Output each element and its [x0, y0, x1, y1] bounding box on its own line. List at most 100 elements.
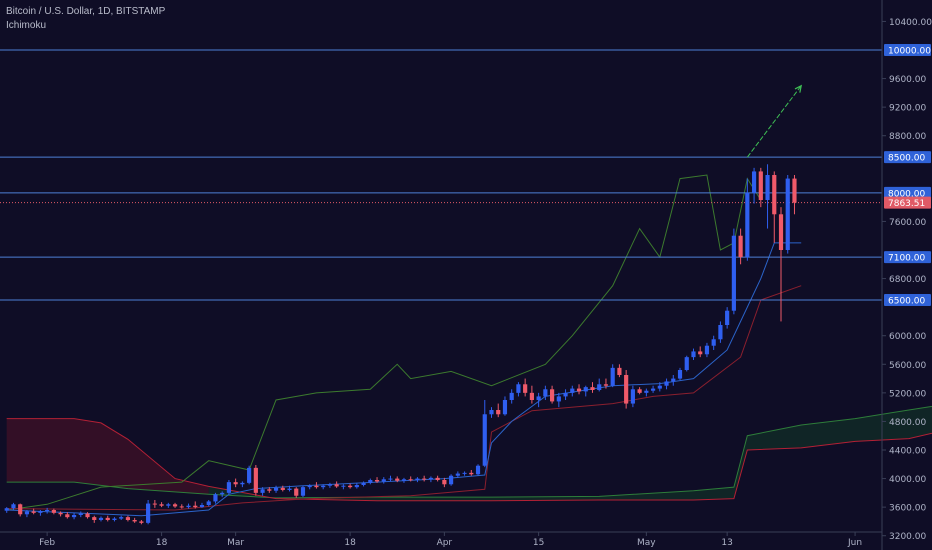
last-price-tag: [884, 196, 931, 209]
candle-body: [442, 480, 447, 485]
candle: [159, 502, 164, 508]
candle: [496, 403, 501, 418]
candle-body: [166, 504, 171, 506]
candle-body: [677, 370, 683, 379]
candle-body: [583, 387, 588, 392]
candle: [792, 175, 797, 215]
y-tick-label: 5600.00: [889, 361, 926, 371]
candle: [603, 378, 609, 389]
x-tick-label: 15: [533, 538, 544, 548]
candle-body: [58, 512, 63, 515]
candle: [657, 382, 662, 392]
candle-body: [388, 478, 393, 480]
candle-body: [529, 392, 534, 400]
candle: [193, 501, 198, 509]
candle: [314, 482, 319, 489]
candle-body: [341, 485, 346, 487]
candle: [536, 392, 541, 408]
candle-body: [65, 514, 70, 518]
candle: [58, 511, 63, 517]
candle: [247, 465, 252, 485]
chart-legend: Bitcoin / U.S. Dollar, 1D, BITSTAMP Ichi…: [6, 5, 165, 33]
candle-body: [590, 387, 595, 390]
x-tick-label: 13: [721, 538, 732, 548]
candle-body: [220, 492, 225, 495]
candle: [509, 389, 514, 404]
trend-arrow[interactable]: [746, 84, 803, 158]
candle-body: [4, 508, 9, 511]
candle: [590, 382, 595, 393]
level-price-label: 7100.00: [888, 254, 925, 264]
y-tick-label: 3200.00: [889, 532, 926, 542]
candle-body: [247, 467, 252, 483]
arrow-line: [746, 85, 802, 158]
candle-body: [745, 192, 750, 258]
arrow-head-icon: [794, 84, 803, 93]
candle: [442, 477, 447, 488]
candle: [617, 364, 622, 378]
candle: [684, 355, 689, 372]
candle: [610, 364, 615, 388]
candle: [711, 335, 716, 350]
candle: [105, 515, 110, 522]
candle: [179, 504, 184, 509]
candle: [725, 307, 730, 329]
candle-body: [368, 480, 373, 483]
candle: [300, 485, 306, 498]
candle: [550, 385, 555, 404]
candle-body: [758, 171, 763, 200]
candle-body: [550, 389, 555, 402]
candle: [698, 346, 703, 358]
candle-body: [51, 510, 56, 513]
candle-body: [691, 351, 696, 358]
x-tick-label: May: [637, 538, 656, 548]
x-tick-label: Feb: [39, 538, 55, 548]
candle-body: [92, 517, 97, 520]
candle-body: [455, 473, 460, 476]
candle-body: [563, 392, 568, 397]
candle: [294, 487, 299, 498]
candle-body: [778, 214, 784, 250]
candle-body: [327, 484, 332, 486]
candle-body: [213, 494, 218, 502]
candle: [307, 484, 312, 490]
candle-body: [408, 479, 413, 481]
candle: [125, 515, 131, 522]
candle: [51, 508, 56, 515]
candle-body: [711, 339, 716, 346]
candle: [570, 385, 575, 397]
candle-body: [206, 501, 211, 505]
candle-body: [496, 410, 501, 415]
y-tick-label: 4000.00: [889, 475, 926, 485]
y-tick-label: 6800.00: [889, 275, 926, 285]
level-price-tag: [884, 251, 931, 264]
horizontal-levels[interactable]: [0, 49, 882, 301]
candle: [71, 512, 77, 520]
candle-body: [657, 385, 662, 389]
candle: [556, 392, 561, 408]
level-price-tag: [884, 44, 931, 56]
candle-body: [45, 510, 50, 512]
y-tick-label: 6000.00: [889, 332, 926, 342]
candle: [778, 207, 784, 322]
candle-body: [610, 367, 615, 386]
senkou-span-a-line: [6, 405, 932, 499]
level-price-tag: [884, 186, 931, 199]
candle-body: [139, 521, 144, 523]
y-tick-label: 4800.00: [889, 418, 926, 428]
x-tick-label: Mar: [227, 538, 244, 548]
candle: [85, 512, 90, 519]
candle: [253, 465, 258, 496]
candle-body: [650, 388, 656, 391]
candle-body: [509, 392, 514, 400]
candle-body: [475, 465, 481, 475]
candle: [624, 370, 629, 409]
candle-body: [273, 487, 279, 491]
candle-body: [597, 384, 602, 390]
candle: [563, 389, 568, 400]
candle-body: [523, 384, 528, 393]
candle-body: [489, 410, 494, 415]
ichimoku-cloud: [6, 405, 932, 502]
